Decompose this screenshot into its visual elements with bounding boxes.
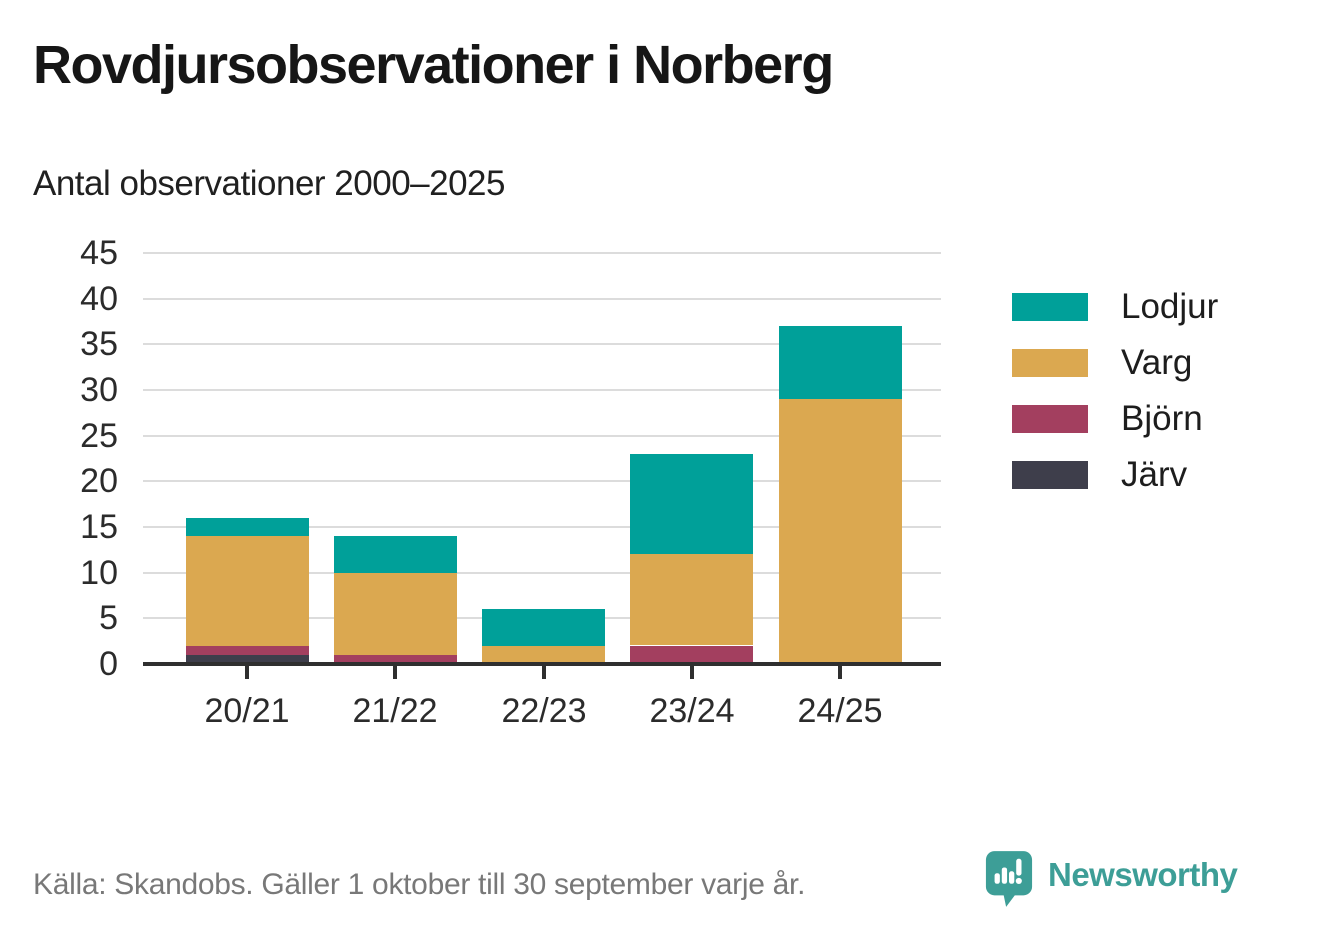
y-tick-label-30: 30 [80, 371, 118, 409]
newsworthy-logo-icon [985, 851, 1033, 907]
gridline-40 [143, 298, 941, 300]
bar-20/21-Järv [186, 655, 309, 664]
x-tick-label-21/22: 21/22 [352, 692, 438, 730]
x-axis-line [143, 662, 941, 666]
y-tick-label-40: 40 [80, 280, 118, 318]
bar-20/21-Lodjur [186, 518, 309, 536]
gridline-35 [143, 343, 941, 345]
brand: Newsworthy [984, 849, 1238, 909]
y-tick-label-10: 10 [80, 554, 118, 592]
legend-item-Varg: Varg [1012, 343, 1218, 382]
x-tick-mark-20/21 [245, 666, 249, 679]
y-tick-label-15: 15 [80, 508, 118, 546]
y-tick-label-45: 45 [80, 234, 118, 272]
x-tick-label-20/21: 20/21 [204, 692, 290, 730]
legend-item-Björn: Björn [1012, 399, 1218, 438]
y-tick-label-5: 5 [99, 599, 118, 637]
bar-23/24-Varg [630, 554, 753, 645]
gridline-10 [143, 572, 941, 574]
x-tick-mark-24/25 [838, 666, 842, 679]
y-tick-label-20: 20 [80, 462, 118, 500]
chart-title: Rovdjursobservationer i Norberg [33, 35, 834, 95]
bar-21/22-Björn [334, 655, 457, 664]
bar-24/25-Lodjur [779, 326, 902, 399]
bar-20/21-Björn [186, 646, 309, 655]
chart-subtitle: Antal observationer 2000–2025 [33, 164, 505, 203]
bar-21/22-Varg [334, 573, 457, 655]
legend-swatch-Varg [1012, 349, 1088, 377]
bar-23/24-Björn [630, 646, 753, 664]
legend-item-Lodjur: Lodjur [1012, 287, 1219, 326]
y-tick-label-35: 35 [80, 325, 118, 363]
gridline-25 [143, 435, 941, 437]
legend-swatch-Lodjur [1012, 293, 1088, 321]
x-tick-mark-23/24 [690, 666, 694, 679]
x-tick-label-24/25: 24/25 [797, 692, 883, 730]
x-tick-label-23/24: 23/24 [649, 692, 735, 730]
legend-label-Lodjur: Lodjur [1121, 287, 1219, 326]
bar-22/23-Lodjur [482, 609, 605, 646]
x-tick-mark-21/22 [393, 666, 397, 679]
x-tick-label-22/23: 22/23 [501, 692, 587, 730]
y-tick-label-0: 0 [99, 645, 118, 683]
legend-swatch-Järv [1012, 461, 1088, 489]
legend-label-Björn: Björn [1121, 399, 1203, 438]
source-note: Källa: Skandobs. Gäller 1 oktober till 3… [33, 868, 806, 901]
bar-22/23-Varg [482, 646, 605, 664]
bar-20/21-Varg [186, 536, 309, 646]
gridline-30 [143, 389, 941, 391]
legend-label-Järv: Järv [1121, 455, 1188, 494]
legend-item-Järv: Järv [1012, 455, 1218, 494]
gridline-15 [143, 526, 941, 528]
gridline-20 [143, 480, 941, 482]
brand-name: Newsworthy [1048, 856, 1238, 893]
bar-24/25-Varg [779, 399, 902, 664]
x-tick-mark-22/23 [542, 666, 546, 679]
legend: Lodjur Varg Björn Järv [1012, 287, 1219, 517]
bar-21/22-Lodjur [334, 536, 457, 573]
gridline-45 [143, 252, 941, 254]
y-tick-label-25: 25 [80, 417, 118, 455]
legend-swatch-Björn [1012, 405, 1088, 433]
bar-23/24-Lodjur [630, 454, 753, 554]
legend-label-Varg: Varg [1121, 343, 1193, 382]
